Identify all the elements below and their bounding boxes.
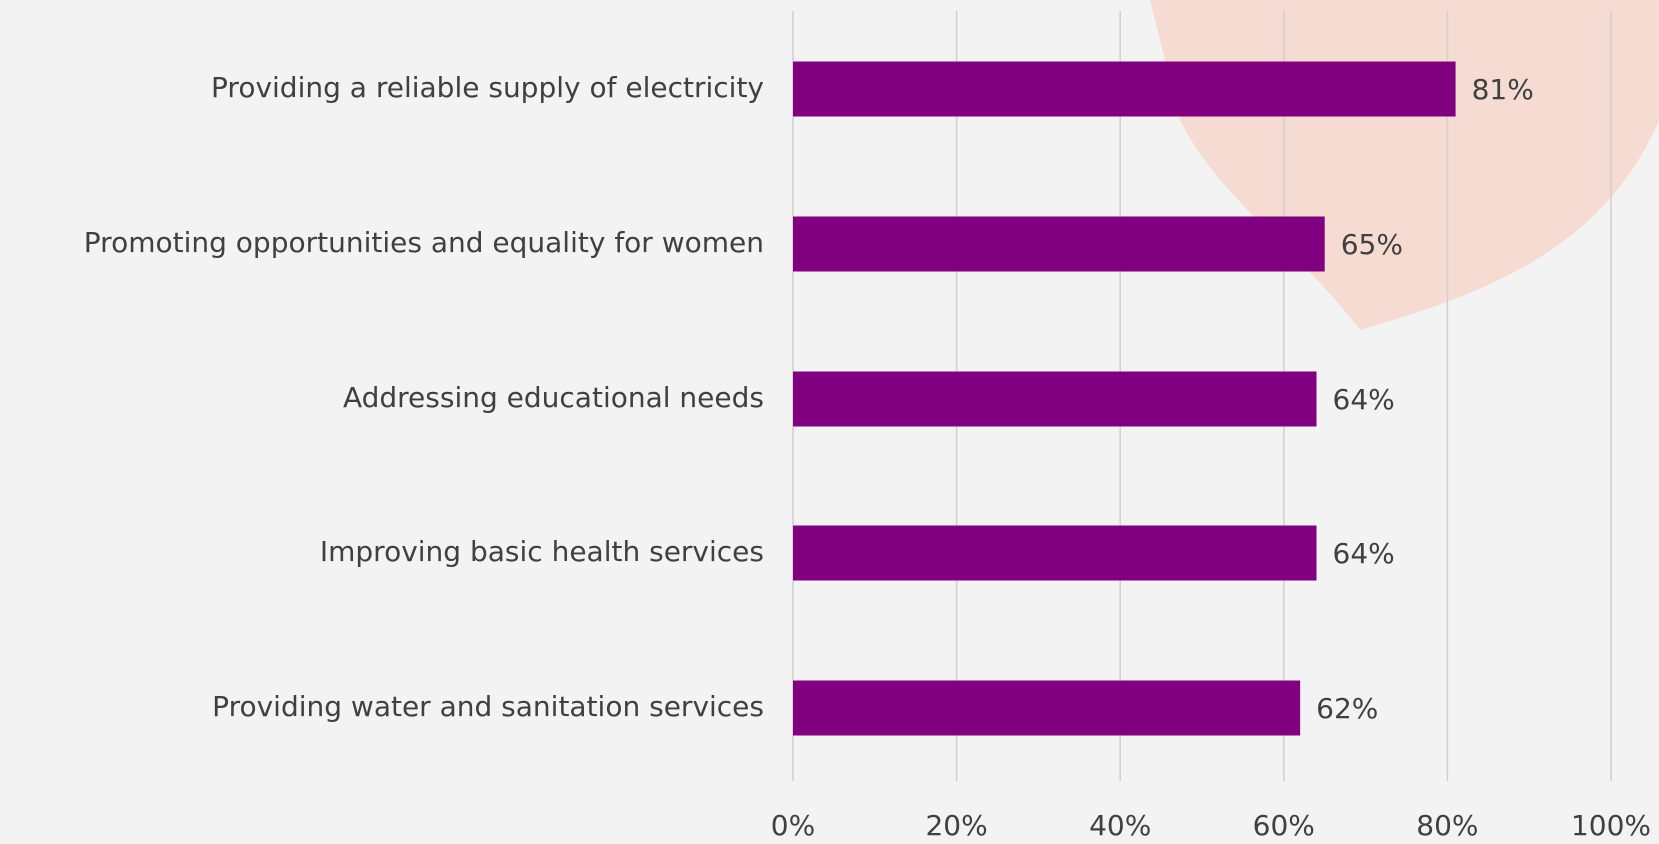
data-label: 64% <box>1333 537 1395 570</box>
x-tick-label: 40% <box>1089 809 1151 842</box>
bars <box>793 61 1456 736</box>
bar <box>793 216 1325 272</box>
x-tick-label: 80% <box>1416 809 1478 842</box>
bar <box>793 525 1317 581</box>
x-tick-label: 20% <box>925 809 987 842</box>
x-tick-label: 0% <box>771 809 815 842</box>
data-label: 81% <box>1472 73 1534 106</box>
data-label: 65% <box>1341 228 1403 261</box>
bar <box>793 680 1301 736</box>
background-decoration <box>1150 0 1659 330</box>
data-label: 64% <box>1333 383 1395 416</box>
bar <box>793 61 1456 117</box>
y-tick-label: Providing a reliable supply of electrici… <box>211 71 764 104</box>
x-tick-label: 60% <box>1253 809 1315 842</box>
bar <box>793 371 1317 427</box>
y-tick-label: Providing water and sanitation services <box>212 690 764 723</box>
x-tick-label: 100% <box>1571 809 1651 842</box>
y-tick-label: Improving basic health services <box>320 535 764 568</box>
y-tick-label: Addressing educational needs <box>343 381 764 414</box>
y-tick-label: Promoting opportunities and equality for… <box>84 226 764 259</box>
data-label: 62% <box>1316 692 1378 725</box>
labels: 0% 20% 40% 60% 80% 100% Providing a reliable s… <box>84 71 1651 842</box>
